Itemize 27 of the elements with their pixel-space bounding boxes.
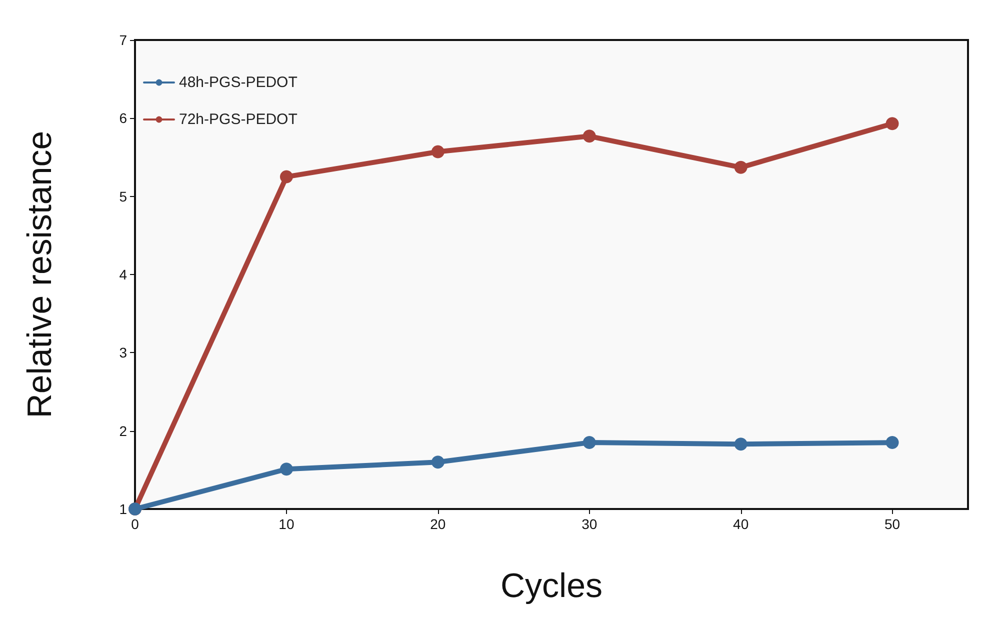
x-tick-label: 20 <box>430 516 446 532</box>
x-tick-label: 10 <box>278 516 294 532</box>
point <box>886 117 899 130</box>
point <box>280 462 293 476</box>
y-tick-label: 1 <box>119 501 128 517</box>
point <box>582 130 596 143</box>
y-tick-label: 2 <box>119 422 128 439</box>
x-tick-label: 0 <box>131 516 140 532</box>
point <box>734 160 748 174</box>
y-tick-label: 6 <box>119 110 128 126</box>
legend-label: 72h-PGS-PEDOT <box>179 111 298 128</box>
y-tick-label: 5 <box>119 188 128 204</box>
point <box>886 436 899 450</box>
y-tick-label: 7 <box>119 32 128 48</box>
x-tick-label: 40 <box>733 516 749 532</box>
point <box>431 456 444 469</box>
y-tick-label: 4 <box>119 266 128 282</box>
point <box>582 436 596 450</box>
y-axis-title: Relative resistance <box>21 130 59 418</box>
point <box>734 438 748 451</box>
point <box>431 145 444 158</box>
x-axis-title: Cycles <box>500 567 603 605</box>
y-tick-label: 3 <box>119 344 128 361</box>
legend-label: 48h-PGS-PEDOT <box>179 74 298 91</box>
x-tick-label: 50 <box>884 516 900 532</box>
x-tick-label: 30 <box>582 516 598 532</box>
point <box>280 170 293 184</box>
